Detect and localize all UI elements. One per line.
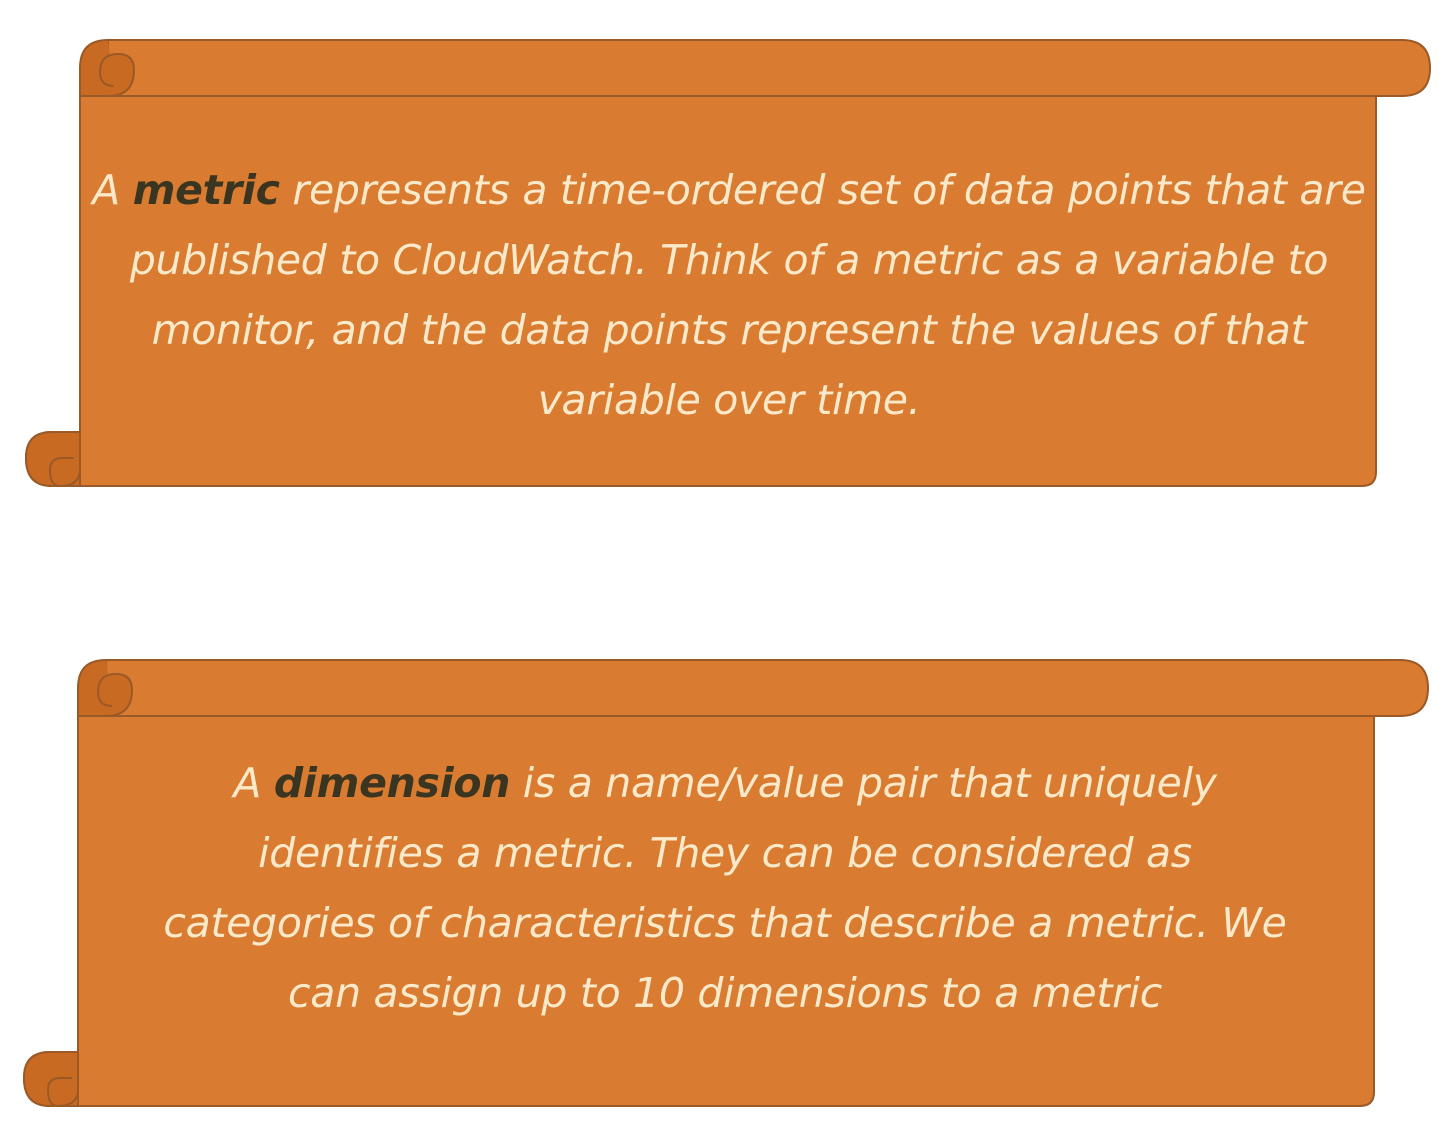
metric-term: metric bbox=[132, 166, 280, 214]
metric-definition: A metric represents a time-ordered set o… bbox=[84, 155, 1374, 435]
metric-scroll-shape bbox=[24, 39, 1432, 488]
metric-scroll: A metric represents a time-ordered set o… bbox=[0, 0, 1450, 500]
metric-lead: A bbox=[92, 166, 133, 214]
dimension-scroll-shape bbox=[22, 659, 1430, 1108]
dimension-lead: A bbox=[233, 759, 274, 807]
dimension-body: is a name/value pair that uniquely ident… bbox=[163, 759, 1287, 1017]
dimension-term: dimension bbox=[273, 759, 511, 807]
metric-body: represents a time-ordered set of data po… bbox=[129, 166, 1366, 424]
dimension-definition: A dimension is a name/value pair that un… bbox=[150, 748, 1300, 1028]
dimension-scroll: A dimension is a name/value pair that un… bbox=[0, 620, 1450, 1120]
